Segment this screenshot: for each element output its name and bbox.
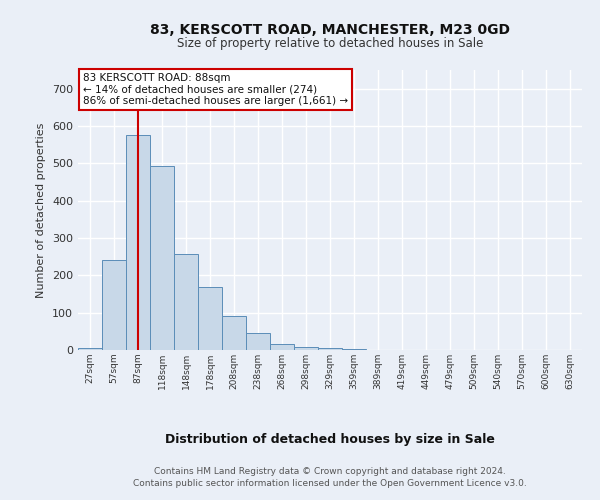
Text: Contains public sector information licensed under the Open Government Licence v3: Contains public sector information licen… — [133, 479, 527, 488]
Text: Contains HM Land Registry data © Crown copyright and database right 2024.: Contains HM Land Registry data © Crown c… — [154, 468, 506, 476]
Bar — [270, 344, 294, 350]
Bar — [78, 348, 102, 350]
Bar — [318, 348, 342, 350]
Text: 83, KERSCOTT ROAD, MANCHESTER, M23 0GD: 83, KERSCOTT ROAD, MANCHESTER, M23 0GD — [150, 22, 510, 36]
Bar — [174, 254, 198, 350]
Y-axis label: Number of detached properties: Number of detached properties — [37, 122, 46, 298]
Bar — [150, 166, 174, 350]
Bar — [222, 316, 246, 350]
Bar — [102, 260, 126, 350]
Bar — [246, 333, 270, 350]
Text: Size of property relative to detached houses in Sale: Size of property relative to detached ho… — [177, 38, 483, 51]
Bar — [198, 288, 222, 350]
Bar — [294, 348, 318, 350]
Text: 83 KERSCOTT ROAD: 88sqm
← 14% of detached houses are smaller (274)
86% of semi-d: 83 KERSCOTT ROAD: 88sqm ← 14% of detache… — [83, 73, 348, 106]
Text: Distribution of detached houses by size in Sale: Distribution of detached houses by size … — [165, 432, 495, 446]
Bar — [126, 136, 150, 350]
